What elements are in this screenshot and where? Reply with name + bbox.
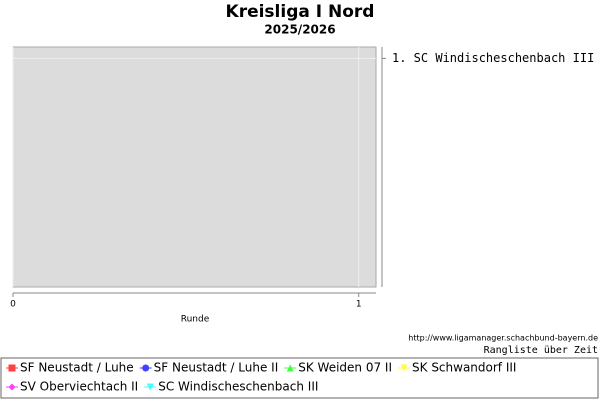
chart-subtitle: 2025/2026 xyxy=(264,23,335,37)
plot-area xyxy=(12,46,377,288)
legend-label: SK Weiden 07 II xyxy=(298,361,392,375)
legend-label: SK Schwandorf III xyxy=(412,361,516,375)
y-tick-label: 1. SC Windischeschenbach III xyxy=(392,51,594,65)
x-tick-label: 0 xyxy=(10,300,16,310)
legend-marker xyxy=(142,364,150,372)
legend-marker xyxy=(400,364,408,372)
legend-label: SF Neustadt / Luhe II xyxy=(154,361,279,375)
x-tick-label: 1 xyxy=(356,300,362,310)
legend xyxy=(0,357,599,399)
legend-marker xyxy=(286,364,294,372)
legend-label: SC Windischeschenbach III xyxy=(158,380,318,394)
note: Rangliste über Zeit xyxy=(484,345,598,356)
legend-label: SV Oberviechtach II xyxy=(20,380,138,394)
chart-title: Kreisliga I Nord xyxy=(226,2,375,22)
legend-marker xyxy=(8,383,16,391)
legend-marker xyxy=(146,383,154,391)
legend-marker xyxy=(8,364,16,372)
x-axis-label: Runde xyxy=(181,315,210,325)
legend-label: SF Neustadt / Luhe xyxy=(20,361,134,375)
source: http://www.ligamanager.schachbund-bayern… xyxy=(408,334,598,343)
